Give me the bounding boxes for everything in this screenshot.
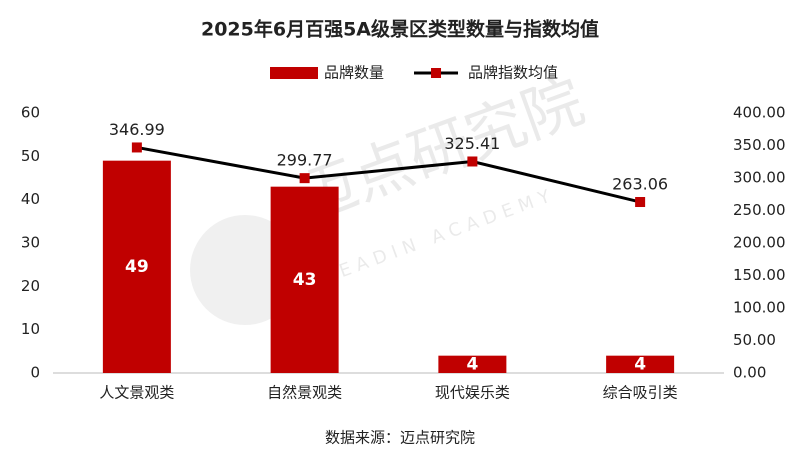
y2-tick-label: 250.00 xyxy=(733,201,786,219)
line-label: 325.41 xyxy=(444,134,500,153)
line-marker xyxy=(467,156,478,167)
y2-tick-label: 350.00 xyxy=(733,136,786,154)
y-tick-label: 60 xyxy=(21,104,40,122)
legend-marker xyxy=(431,68,442,78)
y2-tick-label: 50.00 xyxy=(733,331,776,349)
line-marker xyxy=(299,173,310,184)
y2-tick-label: 100.00 xyxy=(733,299,786,317)
y-tick-label: 50 xyxy=(21,147,40,165)
bar xyxy=(270,186,339,373)
source-note: 数据来源：迈点研究院 xyxy=(325,429,475,447)
y-tick-label: 10 xyxy=(21,320,40,338)
line-marker xyxy=(131,142,142,153)
y2-tick-label: 200.00 xyxy=(733,234,786,252)
x-tick-label: 人文景观类 xyxy=(99,384,174,402)
y2-tick-label: 400.00 xyxy=(733,104,786,122)
y-tick-label: 20 xyxy=(21,277,40,295)
legend-label: 品牌指数均值 xyxy=(468,64,558,82)
bar-label: 43 xyxy=(293,270,317,290)
y2-tick-label: 150.00 xyxy=(733,266,786,284)
x-tick-label: 自然景观类 xyxy=(267,384,342,402)
y-tick-label: 40 xyxy=(21,190,40,208)
line-label: 346.99 xyxy=(109,120,165,139)
x-tick-label: 现代娱乐类 xyxy=(435,384,510,402)
y2-tick-label: 300.00 xyxy=(733,169,786,187)
bar-label: 4 xyxy=(466,354,478,374)
bar xyxy=(102,160,171,373)
line xyxy=(136,145,641,204)
watermark: 迈点研究院 MEADIN ACADEMY xyxy=(190,66,593,325)
bar xyxy=(606,355,675,373)
line-label: 299.77 xyxy=(277,151,333,170)
bar xyxy=(438,355,507,373)
legend-label: 品牌数量 xyxy=(324,64,384,82)
legend-swatch xyxy=(270,67,318,79)
chart-title: 2025年6月百强5A级景区类型数量与指数均值 xyxy=(201,18,599,41)
bar-label: 4 xyxy=(634,354,646,374)
y-tick-label: 30 xyxy=(21,234,40,252)
line-marker xyxy=(635,197,646,208)
line-label: 263.06 xyxy=(612,175,668,194)
y-tick-label: 0 xyxy=(30,364,40,382)
bar-label: 49 xyxy=(125,257,149,277)
x-tick-label: 综合吸引类 xyxy=(603,384,678,402)
y2-tick-label: 0.00 xyxy=(733,364,766,382)
